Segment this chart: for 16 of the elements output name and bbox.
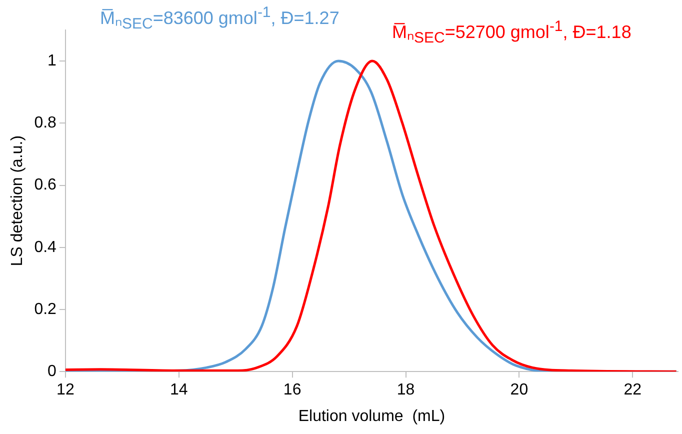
y-tick-label: 1 bbox=[48, 52, 57, 70]
x-tick-label: 18 bbox=[396, 382, 415, 399]
y-tick-label: 0.4 bbox=[34, 238, 57, 256]
x-axis-title: Elution volume (mL) bbox=[298, 408, 446, 425]
y-tick-label: 0.8 bbox=[34, 114, 57, 132]
y-tick-label: 0.6 bbox=[34, 176, 57, 194]
y-tick-label: 0 bbox=[48, 363, 57, 380]
x-tick-label: 20 bbox=[510, 382, 528, 399]
y-tick-label: 0.2 bbox=[34, 300, 57, 318]
y-axis-title: LS detection (a.u.) bbox=[9, 135, 26, 266]
annotation: M̅ₙ$_{SEC}$=52700 gmol$^{-1}$, Đ=1.18 bbox=[392, 18, 632, 47]
x-tick-label: 22 bbox=[624, 382, 642, 399]
x-tick-label: 16 bbox=[283, 382, 302, 399]
annotation: M̅ₙ$_{SEC}$=83600 gmol$^{-1}$, Đ=1.27 bbox=[100, 4, 340, 33]
x-tick-label: 12 bbox=[56, 382, 74, 399]
x-tick-label: 14 bbox=[170, 382, 188, 399]
